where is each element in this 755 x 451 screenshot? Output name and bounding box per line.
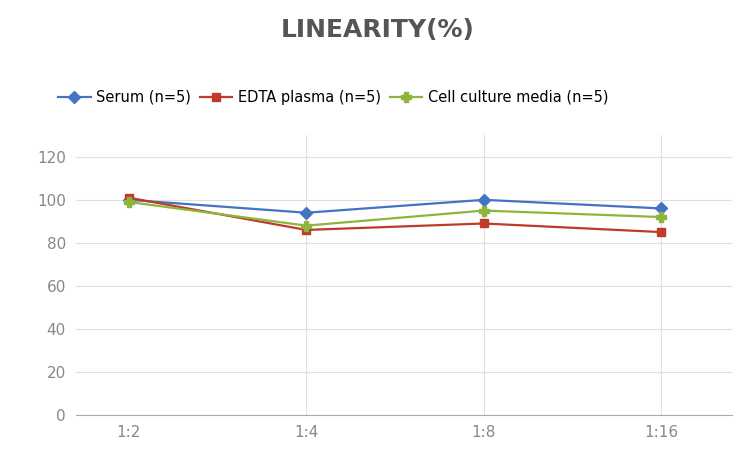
EDTA plasma (n=5): [479, 221, 488, 226]
Serum (n=5): [479, 197, 488, 202]
EDTA plasma (n=5): [657, 230, 666, 235]
Serum (n=5): [302, 210, 311, 216]
Line: EDTA plasma (n=5): EDTA plasma (n=5): [125, 193, 665, 236]
Text: LINEARITY(%): LINEARITY(%): [281, 18, 474, 42]
Serum (n=5): [125, 197, 134, 202]
Cell culture media (n=5): [657, 214, 666, 220]
Cell culture media (n=5): [302, 223, 311, 228]
Legend: Serum (n=5), EDTA plasma (n=5), Cell culture media (n=5): Serum (n=5), EDTA plasma (n=5), Cell cul…: [53, 84, 614, 110]
EDTA plasma (n=5): [302, 227, 311, 233]
Line: Cell culture media (n=5): Cell culture media (n=5): [124, 197, 666, 230]
Cell culture media (n=5): [125, 199, 134, 205]
Serum (n=5): [657, 206, 666, 211]
EDTA plasma (n=5): [125, 195, 134, 200]
Cell culture media (n=5): [479, 208, 488, 213]
Line: Serum (n=5): Serum (n=5): [125, 196, 665, 217]
